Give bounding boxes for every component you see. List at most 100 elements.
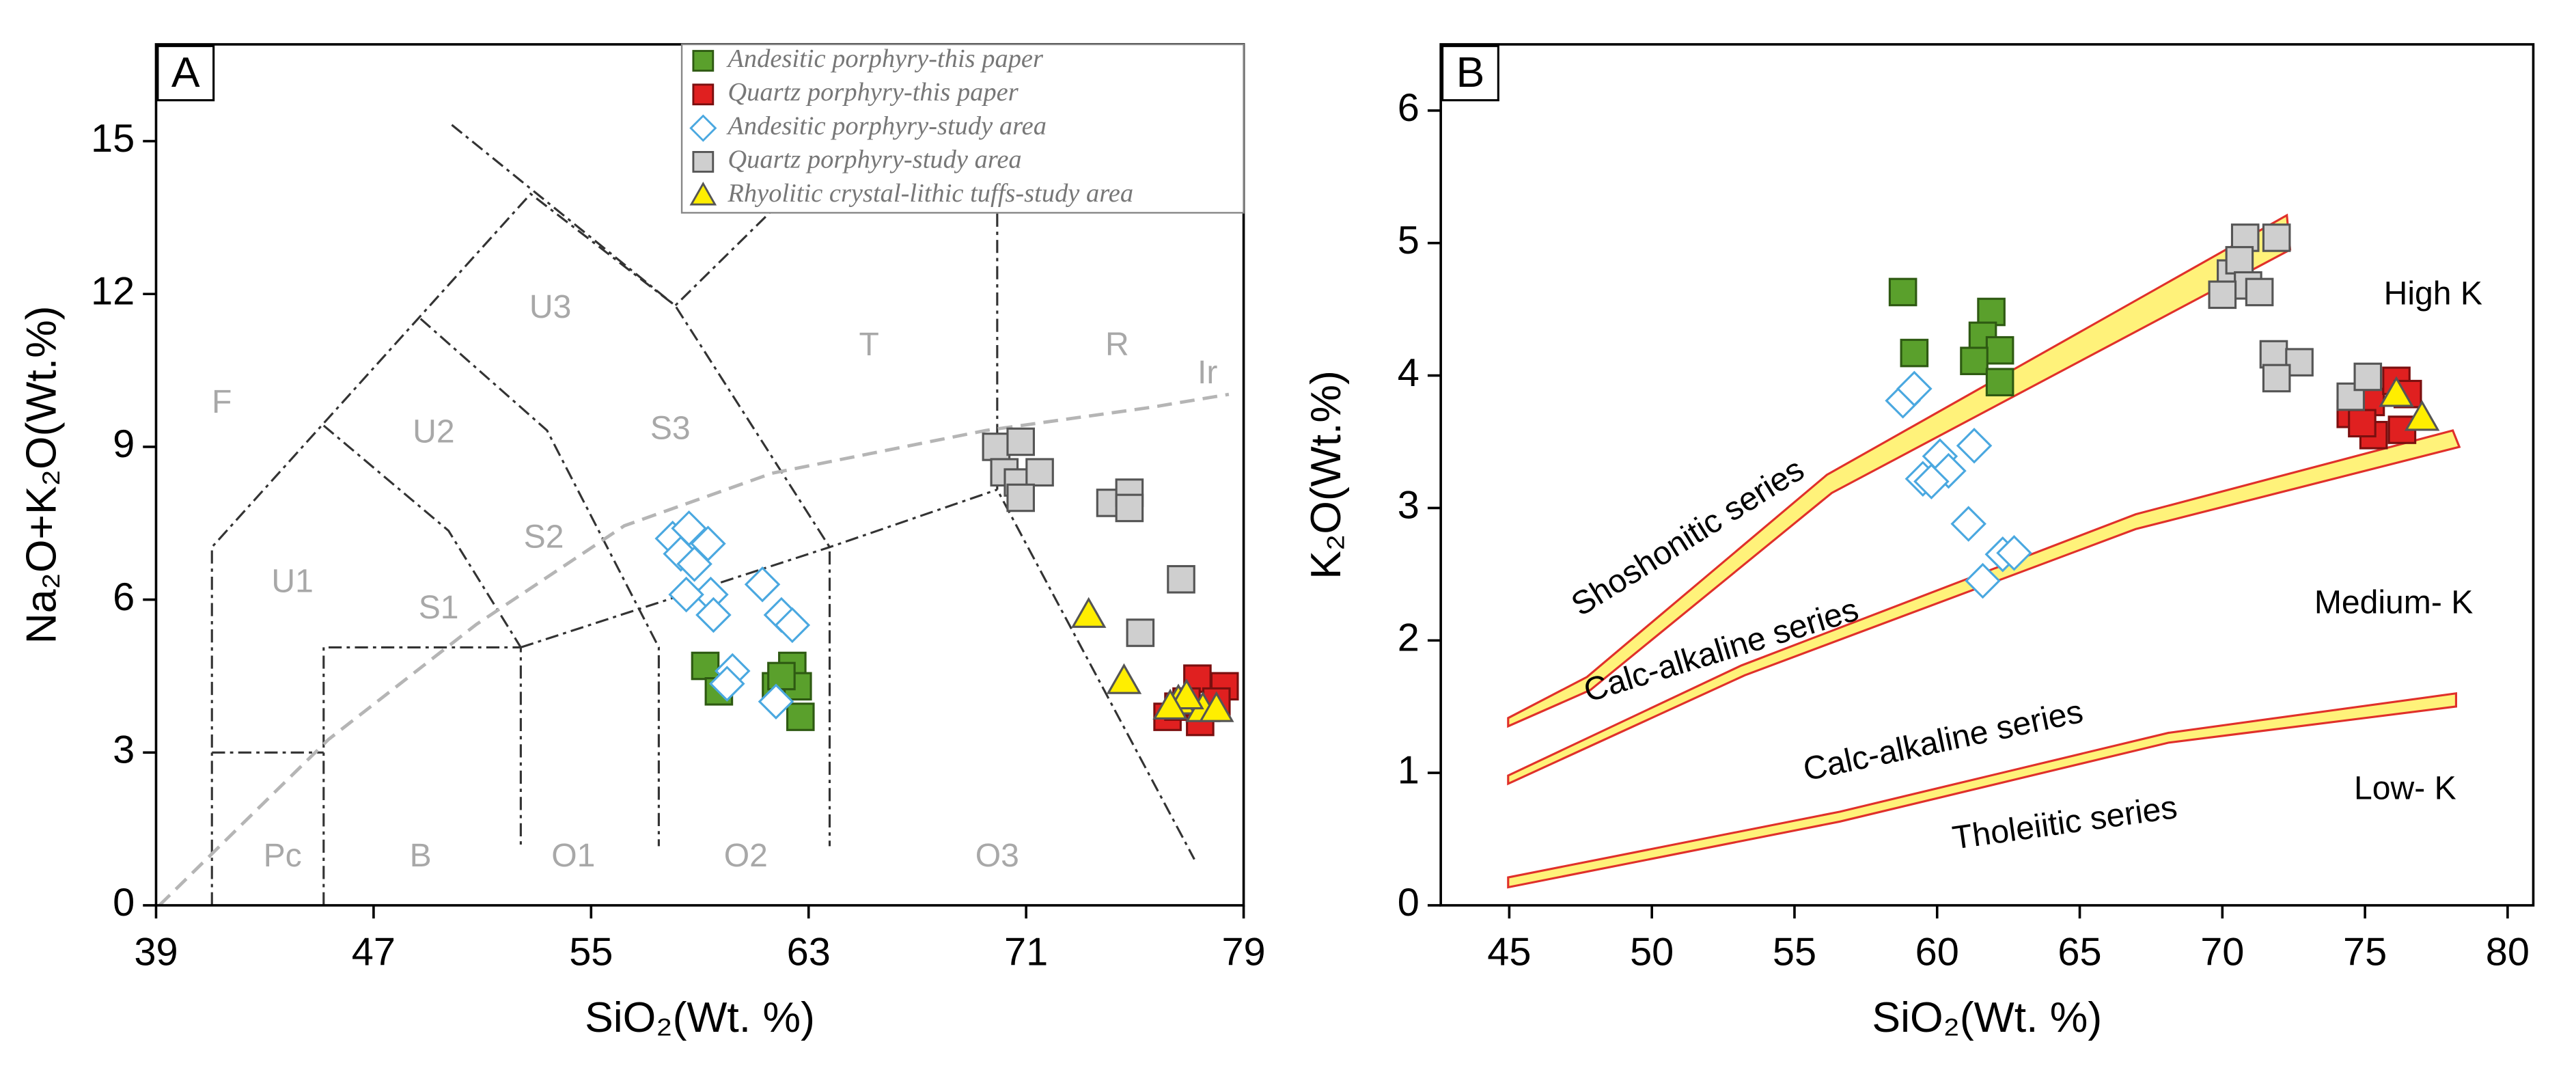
x-axis-label: SiO₂(Wt. %)	[1872, 994, 2102, 1041]
data-point	[676, 546, 712, 582]
x-tick-label: 75	[2343, 930, 2387, 974]
data-point	[1006, 483, 1035, 512]
data-point	[2404, 400, 2440, 431]
data-point	[1913, 463, 1950, 499]
data-point	[2379, 376, 2414, 407]
band-label: Tholeiitic series	[1950, 789, 2180, 857]
tas-field-boundaries	[158, 124, 1230, 907]
boundary	[210, 192, 773, 905]
data-point	[1198, 691, 1234, 722]
boundary	[520, 489, 998, 648]
panel-label: A	[171, 49, 200, 96]
boundary	[451, 124, 831, 847]
data-point	[1006, 427, 1035, 456]
data-point	[695, 597, 732, 633]
data-point	[1167, 564, 1195, 594]
legend-label: Quartz porphyry-this paper	[728, 78, 1019, 107]
data-point	[1950, 506, 1986, 542]
data-point	[2225, 246, 2254, 275]
data-point	[668, 576, 704, 613]
y-tick-label: 12	[91, 270, 135, 314]
y-axis-label: Na₂O+K₂O(Wt.%)	[17, 306, 65, 644]
tas-field-labels: F U1 U2 U3 S1 S2 S3 T R Ir Pc B O1 O2 O3	[212, 288, 1217, 874]
field-label: B	[410, 837, 432, 874]
data-point	[2208, 280, 2237, 310]
y-tick-label: 2	[1398, 616, 1419, 659]
x-tick-label: 70	[2200, 930, 2244, 974]
y-tick-label: 4	[1398, 351, 1419, 395]
band-label: Medium- K	[2314, 584, 2473, 621]
data-point	[709, 666, 745, 702]
field-label: U1	[271, 562, 313, 599]
data-point	[1025, 458, 1054, 487]
band-label: High K	[2384, 275, 2482, 312]
boundary	[419, 318, 660, 847]
field-label: R	[1105, 326, 1129, 363]
series-bands	[1507, 213, 2461, 889]
x-tick-label: 65	[2058, 930, 2101, 974]
plot-frame	[1439, 43, 2535, 907]
y-tick-label: 3	[1398, 484, 1419, 528]
field-label: O1	[551, 837, 595, 874]
field-label: S2	[524, 518, 564, 555]
data-point	[1985, 368, 2014, 397]
data-point	[1977, 297, 2006, 327]
data-point	[2353, 362, 2383, 392]
panel-label: B	[1456, 49, 1485, 96]
y-tick-label: 0	[113, 881, 135, 925]
panel-box	[1441, 44, 1499, 102]
data-point	[744, 566, 781, 603]
data-point	[982, 433, 1011, 461]
data-point	[2245, 277, 2274, 307]
y-tick-label: 6	[113, 575, 135, 619]
legend-label: Andesitic porphyry-study area	[725, 111, 1047, 140]
data-point	[767, 661, 796, 691]
legend-marker	[692, 83, 715, 106]
band-label: Low- K	[2354, 769, 2456, 806]
field-label: U3	[529, 288, 571, 325]
field-label: U2	[413, 413, 454, 450]
boundary	[996, 213, 1195, 860]
data-point	[1152, 688, 1188, 720]
data-point	[2262, 223, 2291, 252]
x-tick-label: 55	[569, 930, 613, 974]
x-tick-label: 47	[352, 930, 396, 974]
boundary	[322, 646, 522, 905]
data-point	[2259, 340, 2288, 369]
y-tick-label: 15	[91, 117, 135, 161]
x-tick-label: 60	[1915, 930, 1959, 974]
y-tick-label: 1	[1398, 748, 1419, 792]
legend-label: Andesitic porphyry-this paper	[725, 44, 1044, 73]
data-point	[1169, 679, 1204, 710]
y-tick-label: 0	[1398, 881, 1419, 925]
legend-marker	[689, 181, 717, 206]
data-point	[1956, 428, 1993, 464]
field-label: Ir	[1197, 354, 1217, 391]
field-label: S1	[419, 589, 459, 626]
data-point	[1888, 277, 1917, 307]
data-point	[1960, 346, 1989, 376]
legend-label: Rhyolitic crystal-lithic tuffs-study are…	[727, 179, 1133, 208]
data-point	[1070, 597, 1107, 628]
legend-marker	[689, 114, 717, 142]
panel-box	[156, 44, 215, 102]
data-point	[2348, 409, 2377, 438]
data-point	[1996, 535, 2032, 571]
x-axis-label: SiO₂(Wt. %)	[585, 994, 815, 1041]
y-tick-label: 6	[1398, 86, 1419, 130]
legend-label: Quartz porphyry-study area	[728, 146, 1021, 174]
data-point	[2262, 364, 2291, 393]
data-point	[758, 683, 794, 720]
field-label: F	[212, 383, 232, 420]
alkaline-divide	[158, 392, 1230, 907]
field-label: O2	[724, 837, 768, 874]
field-label: O3	[975, 837, 1019, 874]
data-point	[786, 702, 815, 731]
y-tick-label: 3	[113, 728, 135, 772]
x-tick-label: 80	[2486, 930, 2530, 974]
legend-box	[680, 43, 1245, 214]
legend-marker	[692, 150, 715, 173]
data-point	[1106, 663, 1142, 694]
y-tick-label: 5	[1398, 219, 1419, 262]
x-tick-label: 45	[1487, 930, 1531, 974]
